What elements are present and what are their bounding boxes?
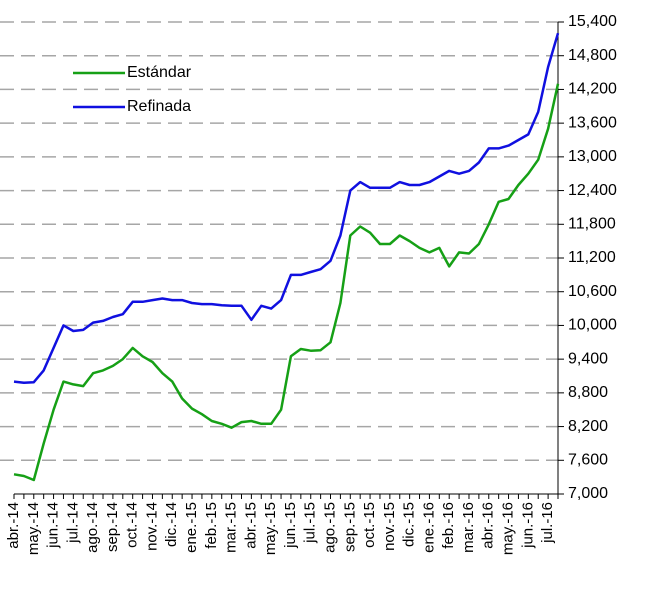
y-tick-label: 14,800 [568, 47, 617, 64]
legend-label: Estándar [127, 64, 192, 81]
y-tick-label: 7,600 [568, 452, 608, 469]
x-tick-label: abr.-16 [480, 502, 497, 549]
x-tick-label: jun.-15 [282, 502, 299, 549]
y-tick-label: 15,400 [568, 13, 617, 30]
x-tick-label: ago.-14 [84, 502, 101, 553]
x-tick-label: jun.-16 [519, 502, 536, 549]
x-tick-label: ene.-15 [183, 502, 200, 553]
y-tick-label: 7,000 [568, 485, 608, 502]
x-tick-label: dic.-14 [163, 502, 180, 547]
x-tick-label: may.-14 [25, 502, 42, 555]
y-tick-label: 13,600 [568, 114, 617, 131]
y-tick-label: 8,800 [568, 384, 608, 401]
x-tick-label: jul.-16 [539, 502, 556, 544]
y-tick-label: 10,600 [568, 283, 617, 300]
x-tick-label: ago.-15 [321, 502, 338, 553]
series-line [13, 83, 560, 482]
x-tick-label: feb.-16 [440, 502, 457, 549]
y-tick-label: 14,200 [568, 81, 617, 98]
x-tick-label: oct.-14 [124, 502, 141, 548]
y-tick-label: 10,000 [568, 317, 617, 334]
x-tick-label: may.-16 [500, 502, 517, 555]
y-tick-label: 11,200 [568, 249, 616, 266]
x-tick-label: may.-15 [262, 502, 279, 555]
x-tick-label: jul.-14 [64, 502, 81, 544]
x-tick-label: abr.-15 [242, 502, 259, 549]
x-tick-label: sep.-14 [104, 502, 121, 552]
y-tick-label: 8,200 [568, 418, 608, 435]
x-tick-label: abr.-14 [5, 502, 22, 549]
x-tick-label: sep.-15 [341, 502, 358, 552]
y-tick-label: 12,400 [568, 182, 617, 199]
x-tick-label: oct.-15 [361, 502, 378, 548]
x-tick-label: jul.-15 [302, 502, 319, 544]
x-tick-label: jun.-14 [45, 502, 62, 549]
x-tick-label: nov.-14 [143, 502, 160, 551]
x-tick-label: feb.-15 [203, 502, 220, 549]
y-tick-label: 9,400 [568, 350, 608, 367]
x-tick-label: ene.-16 [420, 502, 437, 553]
x-tick-label: dic.-15 [401, 502, 418, 547]
x-tick-label: nov.-15 [381, 502, 398, 551]
y-tick-label: 13,000 [568, 148, 617, 165]
series-line [13, 32, 560, 384]
x-tick-label: mar.-16 [460, 502, 477, 553]
x-tick-label: mar.-15 [223, 502, 240, 553]
legend-label: Refinada [127, 98, 191, 115]
y-tick-label: 11,800 [568, 216, 616, 233]
